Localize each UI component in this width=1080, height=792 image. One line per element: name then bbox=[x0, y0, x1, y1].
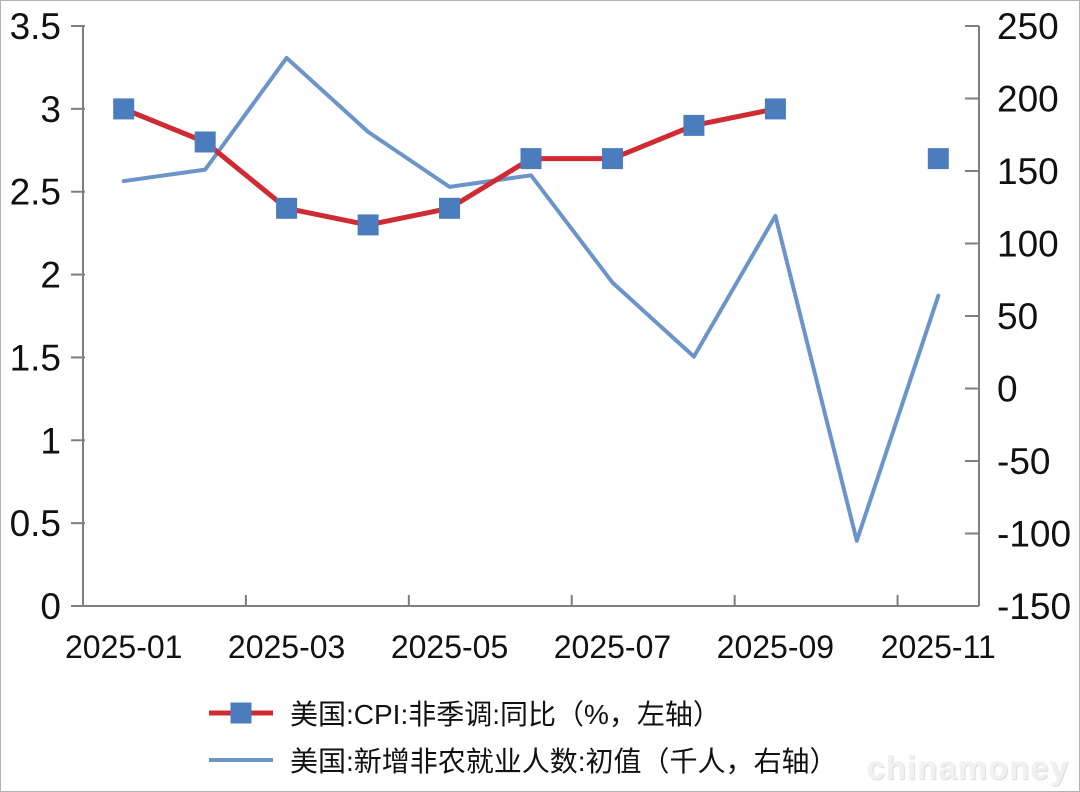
left-axis-tick-label: 2 bbox=[40, 255, 61, 296]
chart-legend: 美国:CPI:非季调:同比（%，左轴） 美国:新增非农就业人数:初值（千人，右轴… bbox=[206, 689, 838, 783]
left-axis-tick-label: 0 bbox=[40, 586, 61, 627]
x-axis-tick-label: 2025-03 bbox=[228, 629, 345, 665]
series-marker bbox=[520, 148, 542, 170]
x-axis-tick-label: 2025-05 bbox=[391, 629, 508, 665]
left-axis-tick-label: 2.5 bbox=[10, 172, 61, 213]
left-axis-tick-label: 1 bbox=[40, 420, 61, 461]
right-axis-tick-label: -50 bbox=[997, 441, 1050, 482]
left-axis-tick-label: 3.5 bbox=[10, 6, 61, 47]
right-axis-tick-label: 200 bbox=[997, 79, 1059, 120]
payrolls-line-icon bbox=[209, 757, 273, 762]
legend-label-payrolls: 美国:新增非农就业人数:初值（千人，右轴） bbox=[290, 745, 838, 777]
dual-axis-line-chart: 3.5 3 2.5 2 1.5 1 0.5 0 250 200 150 100 50 0 -50 -100 -1… bbox=[10, 6, 1072, 665]
right-axis-tick-label: 100 bbox=[997, 224, 1059, 265]
series-marker bbox=[764, 98, 786, 120]
right-axis-tick-label: -100 bbox=[997, 514, 1071, 555]
right-axis-tick-label: 150 bbox=[997, 151, 1059, 192]
chinamoney-watermark: chinamoney bbox=[866, 749, 1069, 786]
x-axis-tick-label: 2025-01 bbox=[65, 629, 182, 665]
legend-label-cpi: 美国:CPI:非季调:同比（%，左轴） bbox=[290, 698, 721, 730]
x-axis-tick-label: 2025-07 bbox=[554, 629, 671, 665]
x-axis-tick-label: 2025-09 bbox=[717, 629, 834, 665]
right-axis-tick-label: 250 bbox=[997, 6, 1059, 47]
legend-marker-sample bbox=[230, 702, 252, 723]
series-marker bbox=[683, 114, 705, 136]
series-marker bbox=[194, 131, 216, 153]
series-marker bbox=[439, 197, 460, 219]
cpi-line-marker-icon bbox=[209, 702, 273, 723]
left-axis-tick-label: 3 bbox=[40, 89, 61, 130]
series-marker bbox=[602, 148, 623, 170]
right-axis-tick-label: 50 bbox=[997, 296, 1038, 337]
left-axis-tick-label: 0.5 bbox=[10, 503, 61, 544]
series-marker bbox=[276, 197, 298, 219]
x-axis-tick-label: 2025-11 bbox=[881, 629, 996, 665]
series-line bbox=[121, 55, 941, 543]
left-axis-tick-label: 1.5 bbox=[10, 337, 61, 378]
legend-item-payrolls: 美国:新增非农就业人数:初值（千人，右轴） bbox=[206, 736, 838, 783]
series-marker bbox=[927, 148, 949, 170]
right-axis-tick-label: -150 bbox=[997, 586, 1071, 627]
series-marker bbox=[357, 214, 379, 236]
right-axis-tick-label: 0 bbox=[997, 369, 1018, 410]
legend-item-cpi: 美国:CPI:非季调:同比（%，左轴） bbox=[206, 689, 838, 736]
series-marker bbox=[113, 98, 135, 120]
